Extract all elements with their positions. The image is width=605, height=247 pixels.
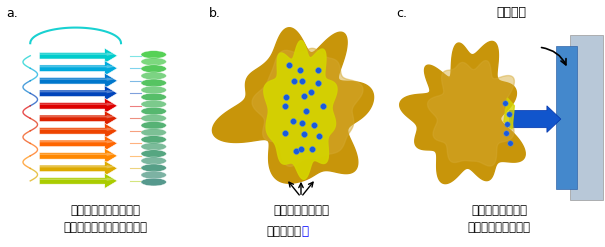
Text: a.: a.: [6, 7, 18, 21]
Point: [297, 79, 307, 83]
Point: [307, 147, 316, 151]
Ellipse shape: [141, 143, 166, 150]
Polygon shape: [264, 41, 337, 179]
Ellipse shape: [141, 157, 166, 165]
Point: [500, 102, 510, 105]
Ellipse shape: [141, 58, 166, 65]
Ellipse shape: [141, 122, 166, 129]
Ellipse shape: [141, 114, 166, 122]
FancyArrow shape: [39, 136, 117, 151]
FancyArrow shape: [39, 115, 116, 118]
Ellipse shape: [141, 136, 166, 144]
Ellipse shape: [141, 93, 166, 101]
FancyArrow shape: [39, 165, 116, 168]
Point: [291, 149, 301, 153]
Ellipse shape: [141, 178, 166, 186]
FancyArrow shape: [39, 127, 116, 131]
FancyArrow shape: [39, 61, 117, 76]
Ellipse shape: [141, 86, 166, 94]
Point: [505, 141, 514, 144]
FancyArrow shape: [39, 90, 116, 93]
Bar: [556, 46, 577, 189]
Ellipse shape: [141, 79, 166, 87]
Ellipse shape: [141, 65, 166, 73]
Ellipse shape: [141, 107, 166, 115]
Text: 氷結晶と吸着する: 氷結晶と吸着する: [273, 204, 329, 217]
Text: 水: 水: [301, 225, 309, 238]
FancyArrow shape: [39, 103, 116, 106]
Point: [284, 63, 294, 67]
Polygon shape: [212, 28, 373, 183]
Point: [313, 68, 323, 72]
Ellipse shape: [141, 129, 166, 136]
Point: [318, 104, 328, 108]
Ellipse shape: [141, 150, 166, 158]
Point: [297, 121, 307, 125]
Point: [280, 131, 290, 135]
Point: [313, 81, 323, 85]
Point: [306, 90, 316, 94]
Text: 部位にある: 部位にある: [266, 225, 301, 238]
Point: [299, 94, 309, 98]
Point: [282, 95, 292, 99]
FancyArrow shape: [39, 140, 116, 143]
Point: [296, 147, 306, 151]
Ellipse shape: [141, 171, 166, 179]
Point: [301, 109, 311, 113]
FancyArrow shape: [39, 173, 117, 188]
Polygon shape: [252, 48, 363, 166]
Point: [310, 123, 319, 127]
Point: [299, 132, 309, 136]
Text: 不凍タンパク質と
氷結晶の吸着モデル: 不凍タンパク質と 氷結晶の吸着モデル: [468, 204, 531, 234]
FancyArrow shape: [39, 52, 116, 56]
Point: [289, 79, 299, 82]
FancyArrow shape: [39, 161, 117, 176]
Ellipse shape: [141, 51, 166, 59]
Point: [504, 112, 514, 116]
Polygon shape: [428, 61, 514, 166]
FancyArrow shape: [39, 148, 117, 164]
FancyArrow shape: [39, 65, 116, 68]
FancyArrow shape: [509, 106, 561, 132]
Polygon shape: [400, 41, 525, 184]
FancyArrow shape: [39, 86, 117, 101]
Polygon shape: [504, 98, 514, 129]
FancyArrow shape: [39, 153, 116, 156]
Point: [503, 122, 512, 126]
Ellipse shape: [141, 72, 166, 80]
FancyArrow shape: [39, 48, 117, 63]
Bar: [570, 35, 603, 200]
Text: イシカリガマノホタケ
不凍タンパク質の立体構造: イシカリガマノホタケ 不凍タンパク質の立体構造: [64, 204, 148, 234]
Text: 氷の表面: 氷の表面: [496, 6, 526, 19]
Text: c.: c.: [396, 7, 407, 21]
Ellipse shape: [141, 100, 166, 108]
FancyArrow shape: [39, 78, 116, 81]
FancyArrow shape: [39, 111, 117, 126]
FancyArrow shape: [39, 178, 116, 181]
FancyArrow shape: [39, 73, 117, 88]
Point: [502, 131, 511, 135]
Point: [295, 67, 305, 71]
Point: [287, 119, 297, 123]
Point: [280, 104, 290, 108]
FancyArrow shape: [39, 98, 117, 113]
Point: [315, 134, 324, 138]
Ellipse shape: [141, 164, 166, 172]
Text: b.: b.: [209, 7, 221, 21]
FancyArrow shape: [39, 123, 117, 138]
